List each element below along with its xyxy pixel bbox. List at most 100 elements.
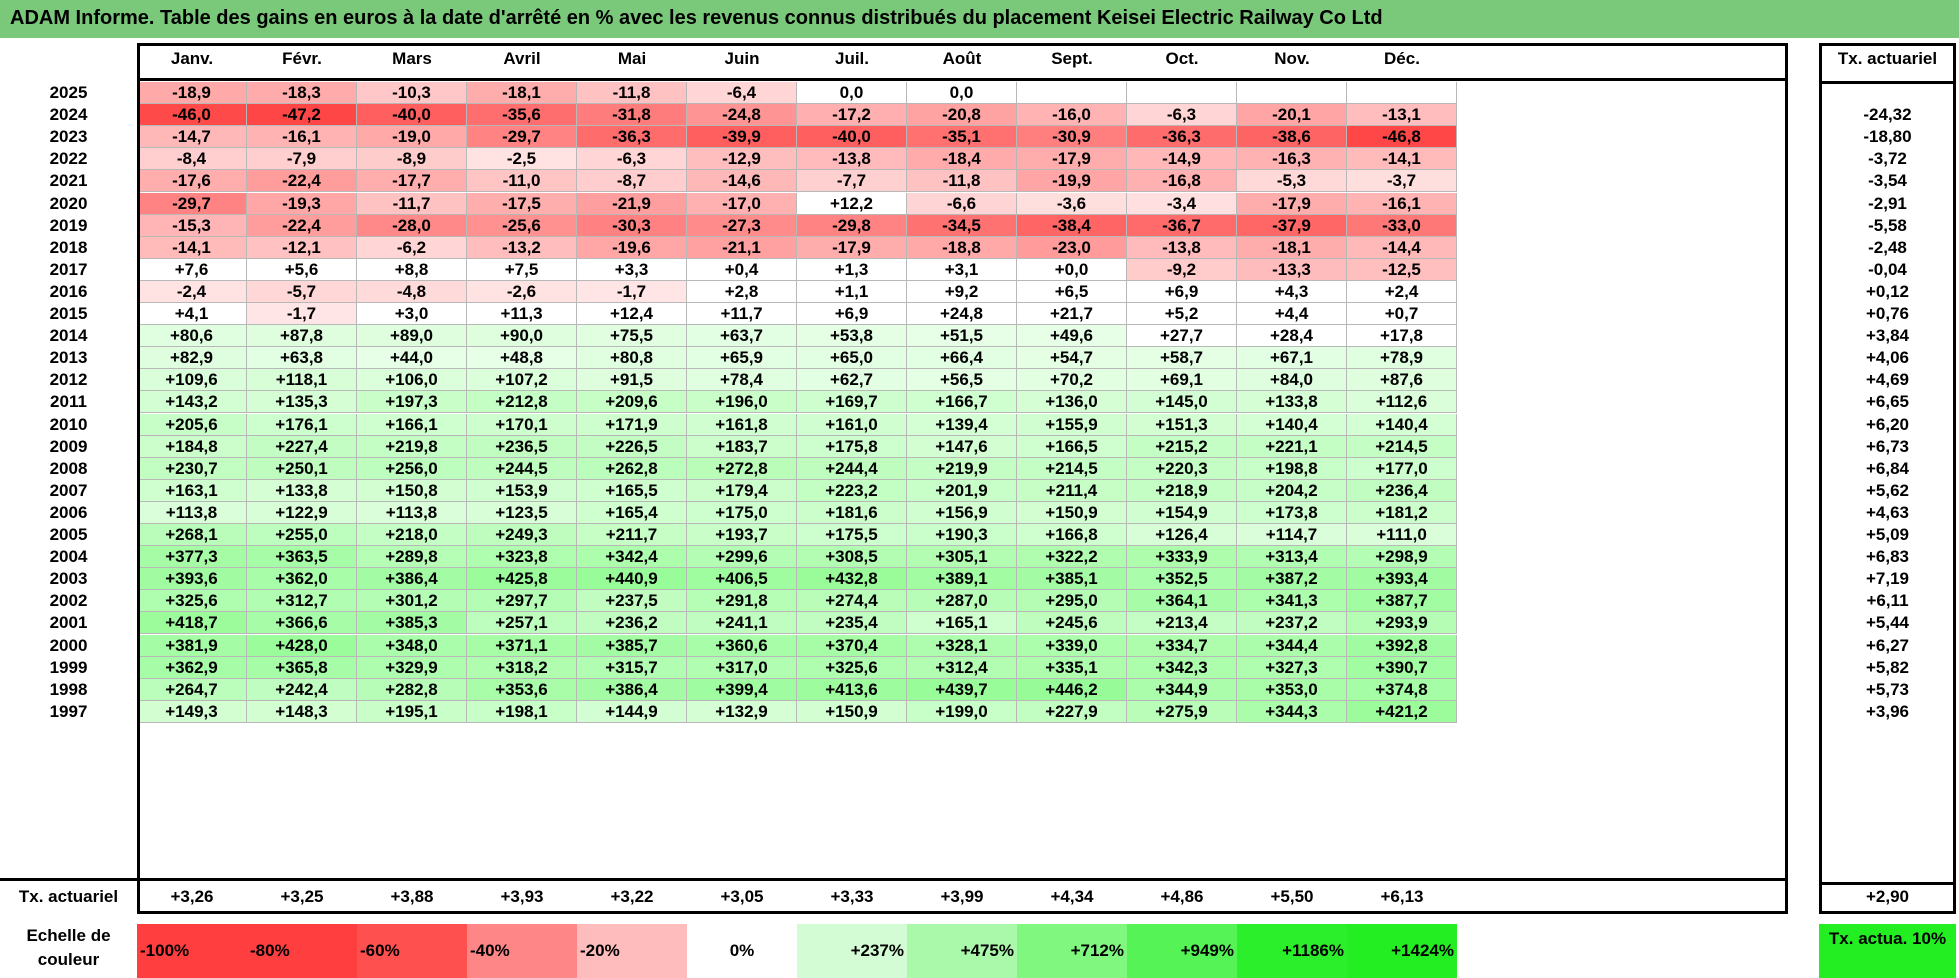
gain-cell: +219,8 xyxy=(357,435,467,458)
gain-cell: -17,7 xyxy=(357,170,467,193)
gain-cell: -2,6 xyxy=(467,280,577,303)
gain-cell: +63,8 xyxy=(247,347,357,370)
gain-cell: +11,7 xyxy=(687,303,797,326)
gain-cell: -18,1 xyxy=(1237,236,1347,259)
month-header: Nov. xyxy=(1274,49,1310,68)
color-scale-step: +1186% xyxy=(1237,924,1347,978)
monthly-rate-cell: +3,05 xyxy=(720,887,764,906)
gain-cell: -19,0 xyxy=(357,126,467,149)
gain-cell: +114,7 xyxy=(1237,524,1347,547)
month-header: Sept. xyxy=(1051,49,1093,68)
gain-cell: -5,3 xyxy=(1237,170,1347,193)
gain-cell: +328,1 xyxy=(907,634,1017,657)
gain-cell: +381,9 xyxy=(137,634,247,657)
gain-cell: +111,0 xyxy=(1347,524,1457,547)
year-label: 2010 xyxy=(49,414,88,434)
gain-cell: +149,3 xyxy=(137,700,247,723)
gain-cell: +153,9 xyxy=(467,479,577,502)
color-scale-label: Echelle de couleur xyxy=(26,926,111,969)
gain-cell: -12,5 xyxy=(1347,258,1457,281)
gain-cell: -8,4 xyxy=(137,148,247,171)
color-scale-step: -60% xyxy=(357,924,467,978)
gain-cell: -16,0 xyxy=(1017,104,1127,127)
gain-cell: +317,0 xyxy=(687,656,797,679)
annual-rate-cell: +3,84 xyxy=(1865,326,1909,346)
gain-cell: +140,4 xyxy=(1347,413,1457,436)
gain-cell: -36,3 xyxy=(1127,126,1237,149)
month-header: Déc. xyxy=(1384,49,1420,68)
gain-cell: +212,8 xyxy=(467,391,577,414)
gain-cell: -11,7 xyxy=(357,192,467,215)
gain-cell: +299,6 xyxy=(687,546,797,569)
gain-cell: +166,8 xyxy=(1017,524,1127,547)
gain-cell: +315,7 xyxy=(577,656,687,679)
gain-cell: +364,1 xyxy=(1127,590,1237,613)
gain-cell: +365,8 xyxy=(247,656,357,679)
gain-cell: +245,6 xyxy=(1017,612,1127,635)
gain-cell: +5,2 xyxy=(1127,303,1237,326)
gain-cell: +3,0 xyxy=(357,303,467,326)
annual-rate-cell: +3,96 xyxy=(1865,701,1909,721)
year-label: 2008 xyxy=(49,458,88,478)
gain-cell: +272,8 xyxy=(687,457,797,480)
gain-cell: +209,6 xyxy=(577,391,687,414)
gain-cell: +236,5 xyxy=(467,435,577,458)
gain-cell: -29,7 xyxy=(137,192,247,215)
gain-cell: +58,7 xyxy=(1127,347,1237,370)
annual-rate-cell: +6,20 xyxy=(1865,414,1909,434)
gain-cell: +198,1 xyxy=(467,700,577,723)
gain-cell: +428,0 xyxy=(247,634,357,657)
gain-cell: +27,7 xyxy=(1127,325,1237,348)
gain-cell: +439,7 xyxy=(907,678,1017,701)
gain-cell: +362,0 xyxy=(247,568,357,591)
gain-cell: -17,0 xyxy=(687,192,797,215)
gain-cell: -31,8 xyxy=(577,104,687,127)
gain-cell: +173,8 xyxy=(1237,501,1347,524)
gain-cell: +360,6 xyxy=(687,634,797,657)
gain-cell: +389,1 xyxy=(907,568,1017,591)
year-label: 2009 xyxy=(49,436,88,456)
month-header: Juin xyxy=(724,49,760,68)
gain-cell: +223,2 xyxy=(797,479,907,502)
annual-rate-cell: -2,48 xyxy=(1868,237,1907,257)
gain-cell: -14,7 xyxy=(137,126,247,149)
gain-cell: +385,3 xyxy=(357,612,467,635)
gain-cell: +75,5 xyxy=(577,325,687,348)
month-header: Janv. xyxy=(170,49,214,68)
gain-cell: +0,0 xyxy=(1017,258,1127,281)
year-label: 2000 xyxy=(49,635,88,655)
report-title: ADAM Informe. Table des gains en euros à… xyxy=(10,7,1383,29)
gain-cell: +163,1 xyxy=(137,479,247,502)
gain-cell: +386,4 xyxy=(577,678,687,701)
monthly-rate-cell: +4,34 xyxy=(1050,887,1094,906)
gain-cell: +205,6 xyxy=(137,413,247,436)
annual-rate-cell: +6,65 xyxy=(1865,392,1909,412)
monthly-rate-cell: +3,25 xyxy=(280,887,324,906)
monthly-rate-cell: +5,50 xyxy=(1270,887,1314,906)
gain-cell: +218,9 xyxy=(1127,479,1237,502)
gain-cell: +221,1 xyxy=(1237,435,1347,458)
gain-cell: -16,3 xyxy=(1237,148,1347,171)
gain-cell: +196,0 xyxy=(687,391,797,414)
gain-cell: +241,1 xyxy=(687,612,797,635)
gain-cell: +242,4 xyxy=(247,678,357,701)
gain-cell: +53,8 xyxy=(797,325,907,348)
gain-cell: +161,0 xyxy=(797,413,907,436)
gain-cell: +230,7 xyxy=(137,457,247,480)
gain-cell: +63,7 xyxy=(687,325,797,348)
gain-cell: +12,2 xyxy=(797,192,907,215)
gain-cell: 0,0 xyxy=(797,82,907,105)
gain-cell: +235,4 xyxy=(797,612,907,635)
header-separator xyxy=(137,78,1788,81)
gain-cell: -19,3 xyxy=(247,192,357,215)
gain-cell: +21,7 xyxy=(1017,303,1127,326)
overall-rate-cell: +2,90 xyxy=(1865,887,1909,906)
gain-cell: -13,1 xyxy=(1347,104,1457,127)
gain-cell: -18,4 xyxy=(907,148,1017,171)
gain-cell: +106,0 xyxy=(357,369,467,392)
gain-cell: +135,3 xyxy=(247,391,357,414)
gain-cell: +122,9 xyxy=(247,501,357,524)
gain-cell: +329,9 xyxy=(357,656,467,679)
gain-cell: +80,6 xyxy=(137,325,247,348)
rate-column-header: Tx. actuariel xyxy=(1837,49,1938,68)
